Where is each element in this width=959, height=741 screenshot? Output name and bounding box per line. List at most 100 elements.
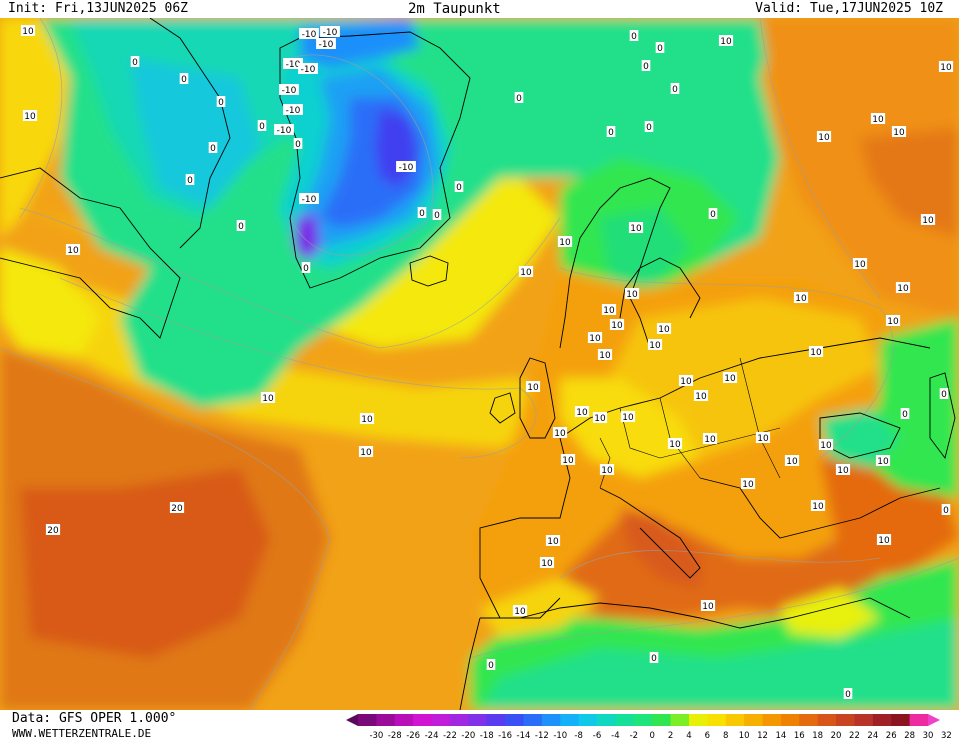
- contour-label: 0: [486, 659, 496, 671]
- contour-label: 10: [835, 464, 851, 476]
- contour-label-text: 10: [695, 392, 707, 402]
- contour-label-text: -10: [286, 106, 301, 116]
- contour-label: 10: [876, 534, 892, 546]
- color-legend: -30 -28 -26 -24 -22 -20 -18 -16 -14 -12 -10 -8 -6 -4-…: [346, 714, 952, 740]
- legend-tick-label: -14: [517, 731, 531, 740]
- legend-tick-label: 26: [886, 731, 897, 740]
- contour-label-text: 10: [599, 351, 611, 361]
- legend-swatch: [394, 714, 414, 726]
- contour-label-text: -10: [301, 65, 316, 75]
- valid-time-label: Valid: Tue,17JUN2025 10Z: [755, 1, 943, 16]
- contour-label-text: 10: [877, 457, 889, 467]
- legend-tick-label: -8: [574, 731, 582, 740]
- contour-label-text: 10: [820, 441, 832, 451]
- contour-label-text: 0: [672, 85, 678, 95]
- contour-label-text: 0: [419, 209, 425, 219]
- contour-label: 0: [670, 83, 680, 95]
- legend-swatch: [872, 714, 892, 726]
- contour-label: 0: [941, 504, 951, 516]
- legend-tick-label: 18: [812, 731, 823, 740]
- legend-swatch: [891, 714, 911, 726]
- contour-label-text: -10: [319, 40, 334, 50]
- contour-label: -10: [274, 124, 294, 136]
- legend-tick-label: -26: [406, 731, 420, 740]
- contour-label: 10: [938, 61, 954, 73]
- contour-label-text: 20: [171, 504, 183, 514]
- contour-label-text: 10: [940, 63, 952, 73]
- legend-swatch: [376, 714, 396, 726]
- contour-label-text: 0: [238, 222, 244, 232]
- contour-label-text: 10: [554, 429, 566, 439]
- legend-tick-label: -28: [388, 731, 402, 740]
- contour-label-text: 0: [303, 264, 309, 274]
- contour-label-text: 0: [259, 122, 265, 132]
- legend-tick-label: 20: [831, 731, 842, 740]
- contour-label: -10: [279, 84, 299, 96]
- contour-label-text: 0: [295, 140, 301, 150]
- contour-label-text: 10: [742, 480, 754, 490]
- legend-swatch: [762, 714, 782, 726]
- legend-tick-label: -22: [443, 731, 457, 740]
- contour-label-text: 10: [601, 466, 613, 476]
- contour-label: 0: [185, 174, 195, 186]
- legend-tick-label: 8: [723, 731, 728, 740]
- contour-label: 10: [755, 432, 771, 444]
- contour-label: 10: [678, 375, 694, 387]
- contour-label: -10: [316, 38, 336, 50]
- init-time-label: Init: Fri,13JUN2025 06Z: [8, 1, 189, 16]
- contour-label-text: 0: [657, 44, 663, 54]
- contour-label: 10: [693, 390, 709, 402]
- website-label: WWW.WETTERZENTRALE.DE: [12, 727, 152, 740]
- contour-label-text: 0: [434, 211, 440, 221]
- contour-label: 10: [539, 557, 555, 569]
- contour-label-text: 0: [710, 210, 716, 220]
- contour-label-text: -10: [286, 60, 301, 70]
- legend-tick-label: -24: [425, 731, 439, 740]
- contour-label-text: 0: [941, 390, 947, 400]
- contour-label-text: 10: [812, 502, 824, 512]
- contour-label: 10: [647, 339, 663, 351]
- contour-label-text: 0: [646, 123, 652, 133]
- contour-label: 0: [514, 92, 524, 104]
- contour-label-text: 0: [218, 98, 224, 108]
- contour-label: 0: [417, 207, 427, 219]
- contour-label: 0: [629, 30, 639, 42]
- contour-label-text: 10: [724, 374, 736, 384]
- legend-swatch: [431, 714, 451, 726]
- contour-label: 10: [620, 411, 636, 423]
- contour-label: 10: [592, 412, 608, 424]
- contour-label: 10: [597, 349, 613, 361]
- legend-tick-label: 12: [757, 731, 768, 740]
- contour-label-text: 10: [547, 537, 559, 547]
- legend-swatch: [486, 714, 506, 726]
- contour-label-text: 10: [669, 440, 681, 450]
- legend-tick-label: 32: [941, 731, 952, 740]
- contour-label-text: 10: [589, 334, 601, 344]
- contour-label: 10: [740, 478, 756, 490]
- contour-label-text: 10: [786, 457, 798, 467]
- legend-swatch: [578, 714, 598, 726]
- contour-label-text: 0: [516, 94, 522, 104]
- legend-arrow-low: [346, 714, 358, 726]
- contour-label-text: 0: [643, 62, 649, 72]
- contour-label: 10: [702, 433, 718, 445]
- legend-swatch: [358, 714, 377, 726]
- contour-label-text: 10: [818, 133, 830, 143]
- legend-tick-label: 24: [867, 731, 878, 740]
- contour-label: 10: [870, 113, 886, 125]
- contour-label: 10: [22, 110, 38, 122]
- contour-label-text: 10: [680, 377, 692, 387]
- contour-label-text: 10: [541, 559, 553, 569]
- contour-label: -10: [396, 161, 416, 173]
- contour-label: 10: [545, 535, 561, 547]
- header-bar: Init: Fri,13JUN2025 06Z 2m Taupunkt Vali…: [0, 0, 959, 18]
- legend-tick-label: -16: [498, 731, 512, 740]
- contour-label-text: 0: [943, 506, 949, 516]
- contour-label: -10: [298, 63, 318, 75]
- contour-label-text: -10: [302, 30, 317, 40]
- contour-label-text: 10: [720, 37, 732, 47]
- contour-label: 10: [518, 266, 534, 278]
- contour-label-text: 0: [181, 75, 187, 85]
- footer-bar: Data: GFS OPER 1.000° WWW.WETTERZENTRALE…: [0, 710, 959, 741]
- legend-swatch: [597, 714, 616, 726]
